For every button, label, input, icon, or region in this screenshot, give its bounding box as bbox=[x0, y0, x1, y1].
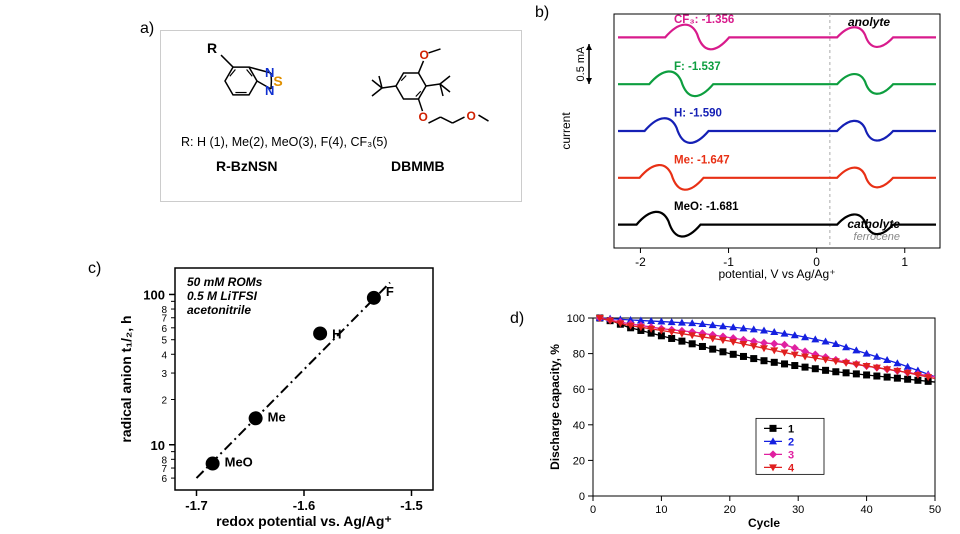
svg-text:MeO: -1.681: MeO: -1.681 bbox=[674, 201, 739, 213]
panel-b-label: b) bbox=[535, 4, 549, 22]
svg-text:8: 8 bbox=[161, 305, 167, 316]
svg-text:40: 40 bbox=[860, 504, 872, 516]
svg-text:0: 0 bbox=[579, 491, 585, 503]
svg-text:20: 20 bbox=[724, 504, 736, 516]
panel-b-box: -2-101potential, V vs Ag/Ag⁺current0.5 m… bbox=[556, 4, 954, 284]
svg-text:R-BzNSN: R-BzNSN bbox=[216, 158, 277, 174]
svg-text:6: 6 bbox=[161, 324, 167, 335]
svg-text:30: 30 bbox=[792, 504, 804, 516]
svg-text:4: 4 bbox=[161, 350, 167, 361]
panel-c-label: c) bbox=[88, 260, 101, 278]
svg-text:20: 20 bbox=[573, 455, 585, 467]
panel-d-label: d) bbox=[510, 310, 524, 328]
svg-text:F: -1.537: F: -1.537 bbox=[674, 61, 721, 73]
cv-svg: -2-101potential, V vs Ag/Ag⁺current0.5 m… bbox=[556, 4, 954, 282]
svg-text:0.5 M LiTFSI: 0.5 M LiTFSI bbox=[187, 289, 258, 303]
svg-text:R: H (1), Me(2), MeO(3), F(4),: R: H (1), Me(2), MeO(3), F(4), CF₃(5) bbox=[181, 135, 387, 149]
svg-text:-1.5: -1.5 bbox=[400, 498, 422, 513]
svg-text:0.5 mA: 0.5 mA bbox=[575, 46, 587, 82]
svg-text:-1.6: -1.6 bbox=[293, 498, 315, 513]
svg-text:H: H bbox=[332, 326, 341, 341]
svg-text:2: 2 bbox=[161, 396, 167, 407]
panel-d-box: 0 10 20 30 40 50 0 20 40 60 80 100 Cycle Discharge ca… bbox=[545, 310, 945, 530]
svg-text:50 mM ROMs: 50 mM ROMs bbox=[187, 275, 263, 289]
svg-text:S: S bbox=[273, 73, 282, 89]
panel-a-box: NNSROOOR: H (1), Me(2), MeO(3), F(4), CF… bbox=[160, 30, 522, 202]
svg-text:ferrocene: ferrocene bbox=[854, 231, 900, 243]
svg-text:CF₃: -1.356: CF₃: -1.356 bbox=[674, 14, 734, 26]
svg-text:O: O bbox=[420, 48, 429, 62]
svg-text:-1.7: -1.7 bbox=[185, 498, 207, 513]
svg-text:F: F bbox=[386, 284, 394, 299]
svg-text:50: 50 bbox=[929, 504, 941, 516]
svg-text:4: 4 bbox=[788, 462, 795, 474]
label-d: d) bbox=[510, 310, 524, 327]
svg-text:acetonitrile: acetonitrile bbox=[187, 303, 251, 317]
svg-text:potential, V vs Ag/Ag⁺: potential, V vs Ag/Ag⁺ bbox=[718, 267, 835, 281]
svg-text:R: R bbox=[207, 40, 217, 56]
svg-text:redox potential vs. Ag/Ag⁺: redox potential vs. Ag/Ag⁺ bbox=[216, 513, 392, 529]
panel-c-box: -1.7-1.6-1.5101006782345678redox potenti… bbox=[115, 260, 445, 530]
svg-text:MeO: MeO bbox=[225, 455, 253, 470]
svg-text:Me: -1.647: Me: -1.647 bbox=[674, 154, 730, 166]
svg-text:5: 5 bbox=[161, 336, 167, 347]
svg-text:60: 60 bbox=[573, 384, 585, 396]
svg-text:1: 1 bbox=[901, 255, 908, 269]
svg-text:1: 1 bbox=[788, 423, 794, 435]
svg-text:Cycle: Cycle bbox=[748, 516, 780, 530]
svg-text:current: current bbox=[559, 112, 573, 150]
svg-text:H: -1.590: H: -1.590 bbox=[674, 108, 722, 120]
label-a: a) bbox=[140, 20, 154, 37]
decay-svg: 0 10 20 30 40 50 0 20 40 60 80 100 Cycle Discharge ca… bbox=[545, 310, 945, 530]
label-b: b) bbox=[535, 4, 549, 21]
structures-svg: NNSROOOR: H (1), Me(2), MeO(3), F(4), CF… bbox=[161, 31, 521, 201]
svg-text:100: 100 bbox=[143, 287, 165, 302]
panel-a-label: a) bbox=[140, 20, 154, 38]
svg-text:40: 40 bbox=[573, 420, 585, 432]
svg-text:DBMMB: DBMMB bbox=[391, 158, 445, 174]
svg-text:2: 2 bbox=[788, 436, 794, 448]
svg-text:6: 6 bbox=[161, 474, 167, 485]
svg-text:0: 0 bbox=[590, 504, 596, 516]
svg-text:Me: Me bbox=[268, 409, 286, 424]
svg-text:radical anion t₁/₂, h: radical anion t₁/₂, h bbox=[118, 315, 134, 442]
svg-text:10: 10 bbox=[655, 504, 667, 516]
svg-text:O: O bbox=[419, 110, 428, 124]
svg-text:O: O bbox=[467, 109, 476, 123]
svg-text:Discharge capacity, %: Discharge capacity, % bbox=[548, 344, 562, 470]
svg-text:10: 10 bbox=[151, 438, 165, 453]
svg-text:-2: -2 bbox=[635, 255, 646, 269]
svg-text:3: 3 bbox=[788, 449, 794, 461]
scatter-svg: -1.7-1.6-1.5101006782345678redox potenti… bbox=[115, 260, 445, 530]
svg-text:80: 80 bbox=[573, 349, 585, 361]
svg-text:8: 8 bbox=[161, 455, 167, 466]
svg-text:3: 3 bbox=[161, 369, 167, 380]
label-c: c) bbox=[88, 260, 101, 277]
svg-text:100: 100 bbox=[567, 313, 585, 325]
